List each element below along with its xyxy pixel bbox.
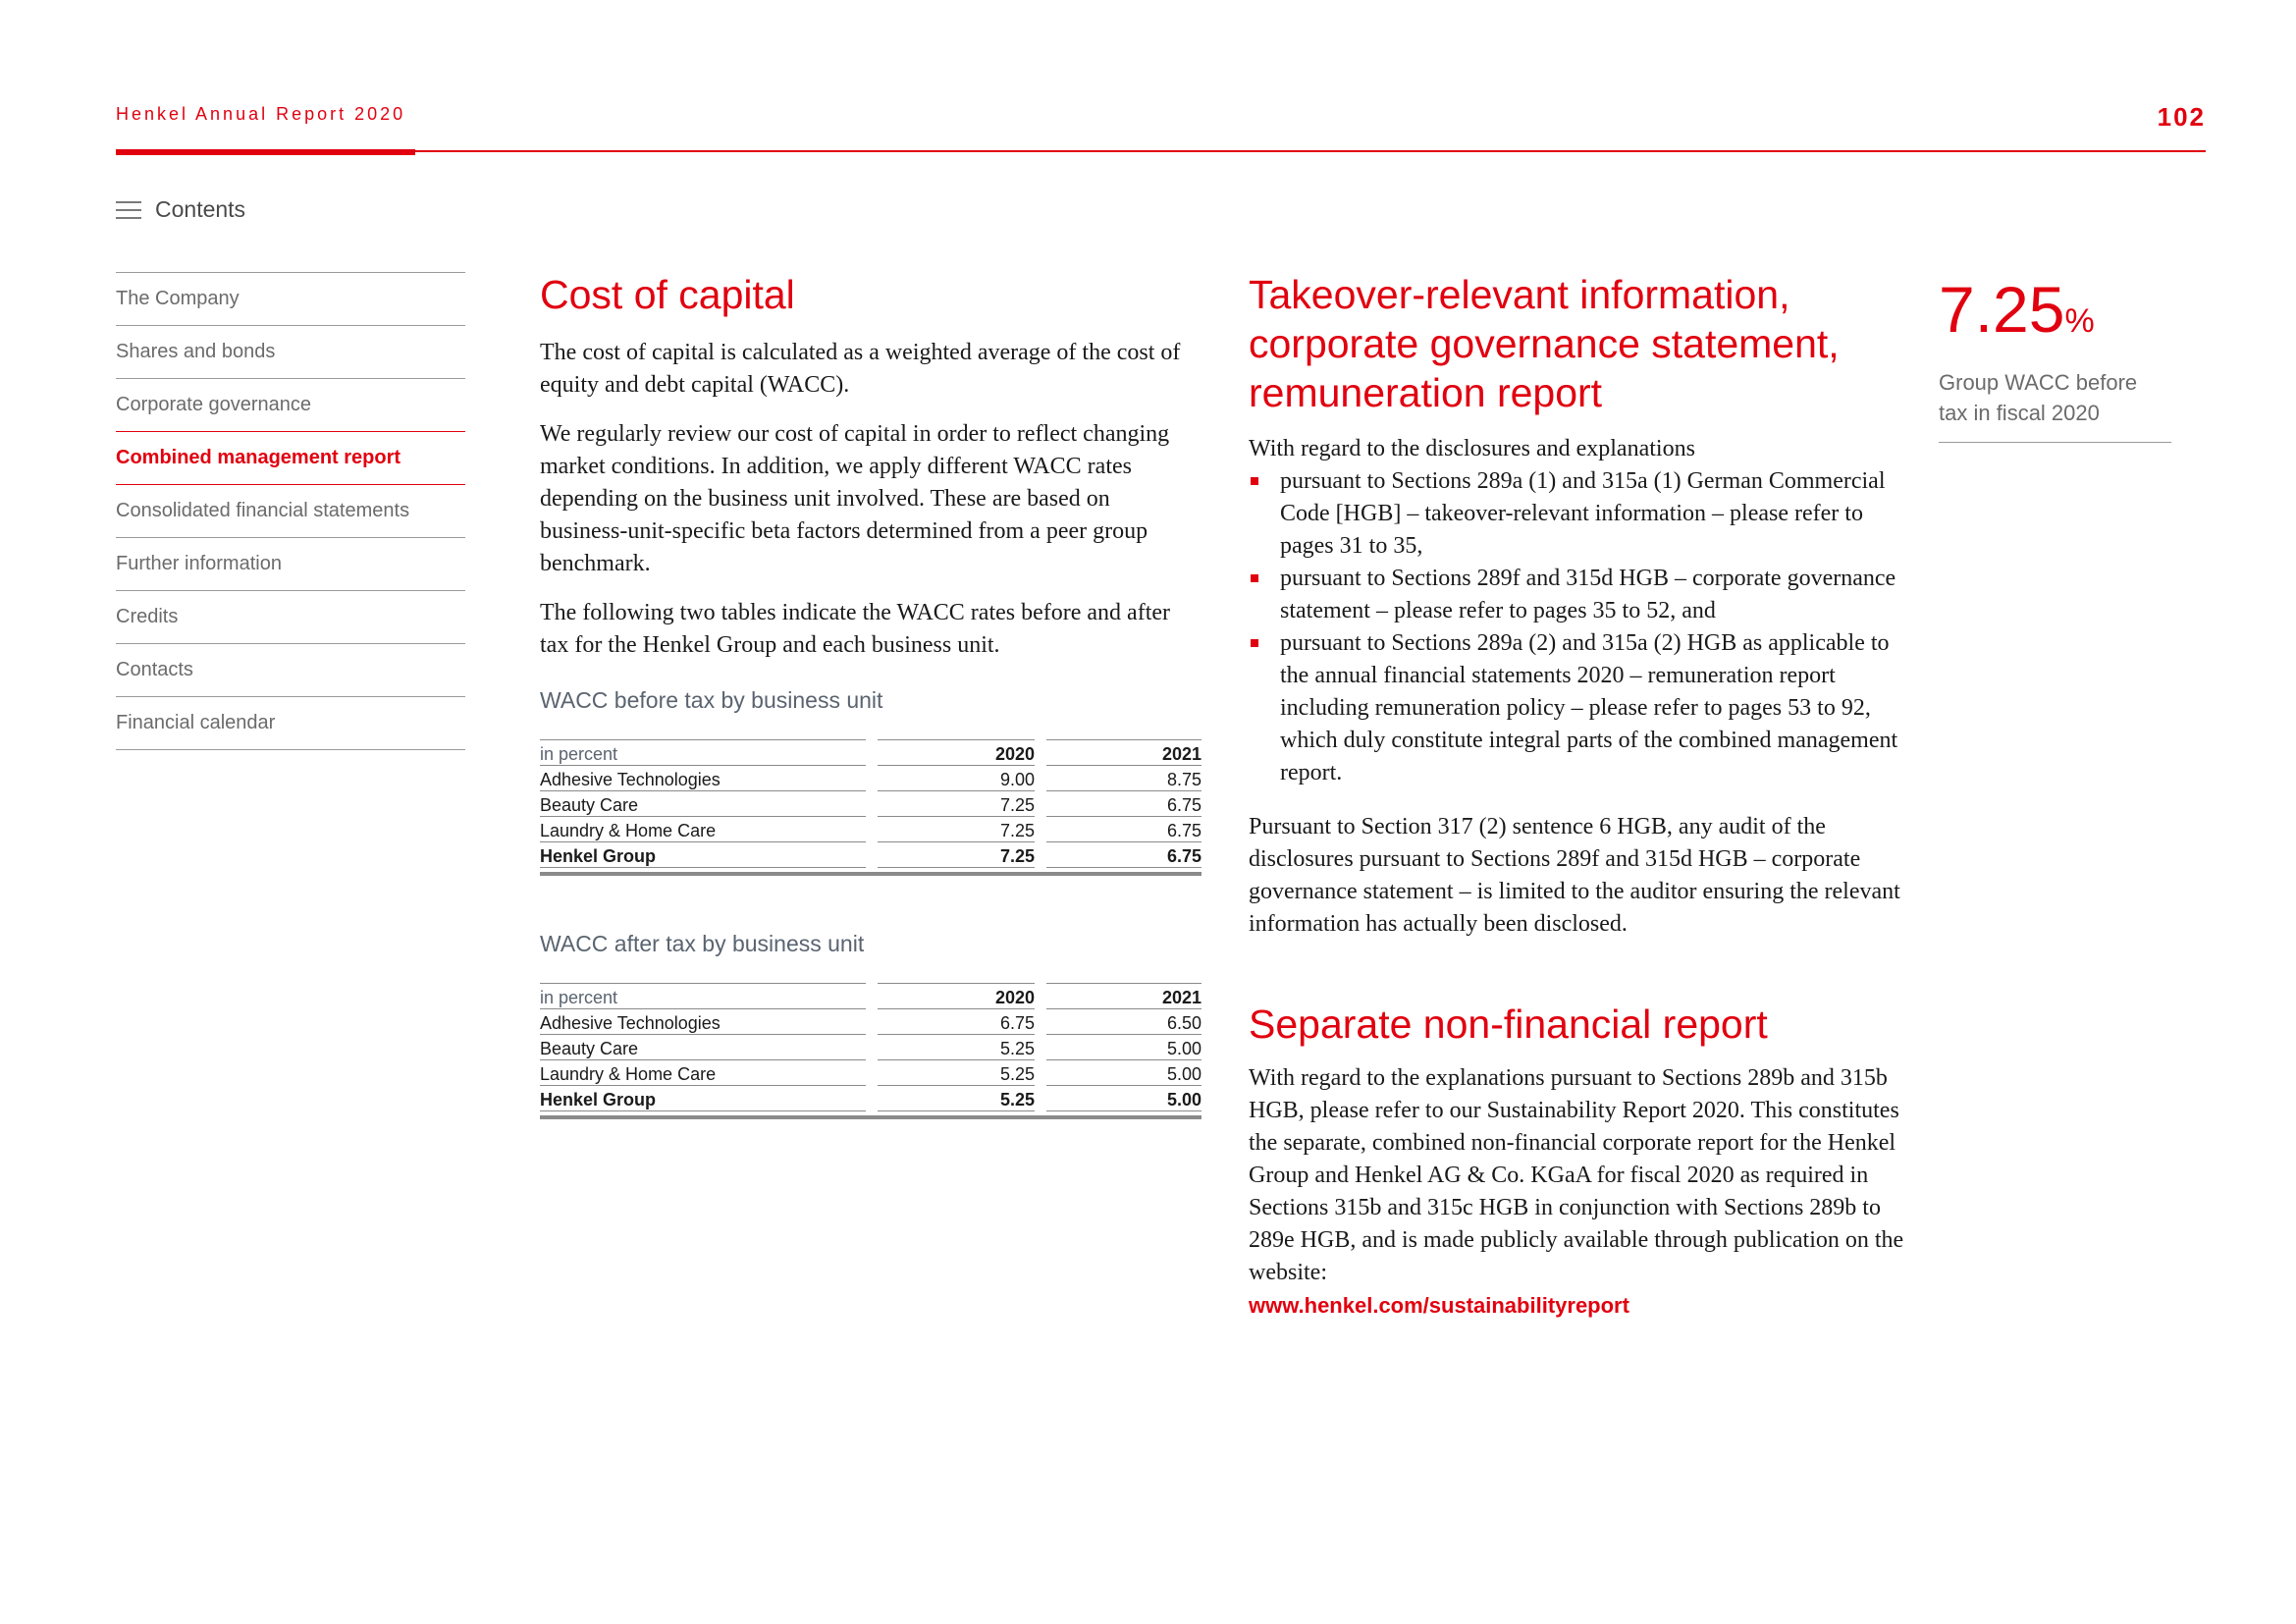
table-cell: 5.25 [878,1060,1035,1086]
takeover-heading: Takeover-relevant information, corporate… [1249,270,1916,417]
paragraph: The following two tables indicate the WA… [540,600,1171,658]
heading-line: remuneration report [1249,370,1603,415]
table-cell: Laundry & Home Care [540,817,866,842]
table-cell: Henkel Group [540,1086,866,1111]
table-cell: 7.25 [878,842,1035,868]
kpi-label: Group WACC before tax in fiscal 2020 [1939,367,2171,443]
non-financial-heading: Separate non-financial report [1249,1001,1768,1047]
sidebar-nav: The Company Shares and bonds Corporate g… [116,272,465,750]
nav-item-corporate-governance[interactable]: Corporate governance [116,378,465,431]
wacc-after-tax-table: in percent 2020 2021 Adhesive Technologi… [540,983,1201,1111]
table-cell: Beauty Care [540,791,866,817]
paragraph: The cost of capital is calculated as a w… [540,340,1181,398]
page-number: 102 [2157,102,2206,132]
table-header-cell: in percent [540,983,866,1009]
contents-menu-button[interactable]: Contents [116,196,245,223]
table-title: WACC before tax by business unit [540,687,883,713]
nav-item-shares-and-bonds[interactable]: Shares and bonds [116,325,465,378]
nav-item-the-company[interactable]: The Company [116,272,465,325]
table-cell: 5.00 [1046,1086,1201,1111]
nav-item-credits[interactable]: Credits [116,590,465,643]
table-row: Laundry & Home Care 5.25 5.00 [540,1060,1201,1086]
header-rule [116,150,2206,152]
nav-item-contacts[interactable]: Contacts [116,643,465,696]
table-row: Laundry & Home Care 7.25 6.75 [540,817,1201,842]
table-cell: 6.50 [1046,1009,1201,1035]
sustainability-report-link[interactable]: www.henkel.com/sustainabilityreport [1249,1293,1629,1318]
table-cell: 9.00 [878,766,1035,791]
table-bottom-rule [540,872,1201,876]
table-cell: Beauty Care [540,1035,866,1060]
table-cell: 5.00 [1046,1035,1201,1060]
cost-of-capital-heading: Cost of capital [540,272,795,317]
table-header-cell: 2021 [1046,739,1201,766]
list-item: pursuant to Sections 289a (2) and 315a (… [1249,627,1916,789]
table-cell: 6.75 [1046,791,1201,817]
heading-line: corporate governance statement, [1249,321,1840,366]
table-cell: 6.75 [878,1009,1035,1035]
table-bottom-rule [540,1115,1201,1119]
kpi-unit: % [2064,302,2095,340]
kpi-value-wrap: 7.25% [1939,277,2171,353]
nav-item-further-information[interactable]: Further information [116,537,465,590]
nav-item-consolidated-financial-statements[interactable]: Consolidated financial statements [116,500,410,521]
table-cell: 6.75 [1046,817,1201,842]
table-header-cell: 2021 [1046,983,1201,1009]
kpi-box: 7.25% Group WACC before tax in fiscal 20… [1939,277,2171,443]
paragraph: We regularly review our cost of capital … [540,421,1170,576]
table-cell: Adhesive Technologies [540,766,866,791]
paragraph: Pursuant to Section 317 (2) sentence 6 H… [1249,814,1900,937]
table-header-cell: in percent [540,739,866,766]
table-cell: 7.25 [878,791,1035,817]
table-row: Adhesive Technologies 6.75 6.50 [540,1009,1201,1035]
table-header-cell: 2020 [878,983,1035,1009]
report-title: Henkel Annual Report 2020 [116,104,406,124]
table-cell: Laundry & Home Care [540,1060,866,1086]
takeover-section: Takeover-relevant information, corporate… [1249,270,1916,1323]
table-header-cell: 2020 [878,739,1035,766]
list-item: pursuant to Sections 289f and 315d HGB –… [1249,563,1916,627]
contents-label: Contents [155,196,246,222]
table-cell: 5.00 [1046,1060,1201,1086]
table-title: WACC after tax by business unit [540,931,865,956]
cost-of-capital-section: Cost of capital The cost of capital is c… [540,270,1201,1119]
table-cell: 5.25 [878,1086,1035,1111]
heading-line: Takeover-relevant information, [1249,272,1790,317]
table-cell: Adhesive Technologies [540,1009,866,1035]
nav-item-combined-management-report[interactable]: Combined management report [116,431,465,485]
table-header-row: in percent 2020 2021 [540,983,1201,1009]
header-rule-accent [116,149,415,155]
list-item: pursuant to Sections 289a (1) and 315a (… [1249,465,1916,563]
table-header-row: in percent 2020 2021 [540,739,1201,766]
table-total-row: Henkel Group 5.25 5.00 [540,1086,1201,1111]
table-row: Adhesive Technologies 9.00 8.75 [540,766,1201,791]
menu-icon [116,200,141,219]
table-row: Beauty Care 7.25 6.75 [540,791,1201,817]
table-cell: 7.25 [878,817,1035,842]
nav-item-financial-calendar[interactable]: Financial calendar [116,696,465,750]
paragraph: With regard to the disclosures and expla… [1249,436,1695,461]
table-cell: 6.75 [1046,842,1201,868]
table-cell: 5.25 [878,1035,1035,1060]
table-cell: 8.75 [1046,766,1201,791]
table-cell: Henkel Group [540,842,866,868]
table-total-row: Henkel Group 7.25 6.75 [540,842,1201,868]
paragraph: With regard to the explanations pursuant… [1249,1065,1904,1285]
kpi-value: 7.25 [1939,273,2065,346]
bullet-list: pursuant to Sections 289a (1) and 315a (… [1249,465,1916,789]
table-row: Beauty Care 5.25 5.00 [540,1035,1201,1060]
wacc-before-tax-table: in percent 2020 2021 Adhesive Technologi… [540,739,1201,868]
